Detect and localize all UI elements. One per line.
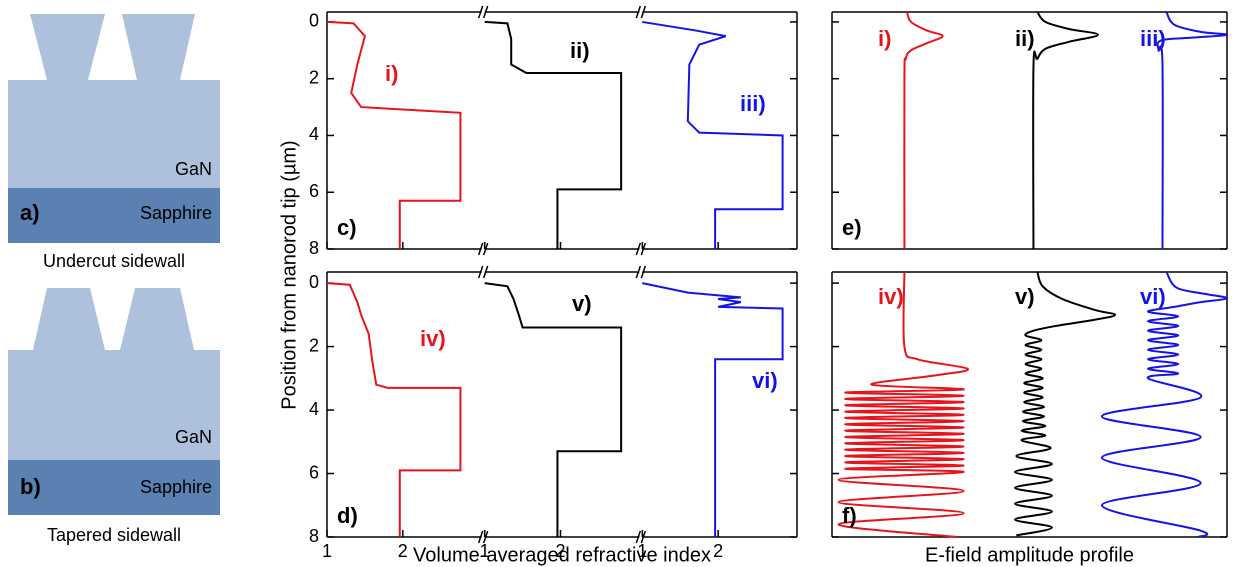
y-tick-label: 4 [309,124,319,144]
x-axis-label: Volume-averaged refractive index [413,544,711,566]
profile-line [1100,271,1229,538]
profile-line [484,282,623,537]
series-label: i) [385,61,398,86]
nanorod [33,288,105,350]
x-tick-label: 2 [713,541,723,561]
axis-break [482,242,489,256]
y-tick-label: 6 [309,181,319,201]
series-label: iv) [878,284,904,309]
panel-label: d) [337,503,358,528]
panel-label: f) [842,503,857,528]
axis-break [482,530,489,544]
axis-break [477,265,484,279]
axis-break [640,530,647,544]
y-tick-label: 2 [309,335,319,355]
series-label: vi) [752,368,778,393]
series-label: v) [1015,284,1035,309]
profile-line [1156,11,1229,250]
layer-label: GaN [175,159,212,179]
x-axis-label: E-field amplitude profile [925,544,1134,566]
axis-break [635,242,642,256]
gan-layer [8,350,220,460]
series-label: ii) [570,38,590,63]
series-label: iii) [740,91,766,116]
profile-line [1032,11,1099,250]
y-axis-label: Position from nanorod tip (µm) [278,140,300,409]
layer-label: GaN [175,427,212,447]
series-label: i) [878,26,891,51]
y-tick-label: 4 [309,399,319,419]
nanorod [120,288,194,350]
nanorod [30,14,105,80]
y-tick-label: 8 [309,238,319,258]
axis-break [640,242,647,256]
series-label: vi) [1140,284,1166,309]
x-tick-label: 1 [480,541,490,561]
panel-label: b) [20,474,41,499]
axis-break [640,5,647,19]
profile-line [903,11,944,250]
caption: Undercut sidewall [43,251,185,271]
profile-line [1014,271,1117,537]
profile-line [484,20,623,249]
axis-break [477,530,484,544]
x-tick-label: 1 [637,541,647,561]
axis-break [635,5,642,19]
y-tick-label: 6 [309,462,319,482]
series-label: iv) [420,326,446,351]
x-tick-label: 2 [555,541,565,561]
series-label: v) [572,291,592,316]
profile-line [642,282,784,537]
profile-line [326,282,462,537]
series-label: ii) [1015,26,1035,51]
panel-label: c) [337,215,357,240]
profile-line [837,271,969,538]
sapphire-layer [8,460,220,515]
axis-break [635,530,642,544]
schematic-a: GaN a) Sapphire Undercut sidewall [8,14,220,271]
profile-line [642,20,784,249]
axis-break [482,265,489,279]
layer-label: Sapphire [140,477,212,497]
series-label: iii) [1140,26,1166,51]
y-tick-label: 2 [309,67,319,87]
axis-break [477,5,484,19]
caption: Tapered sidewall [47,525,181,545]
x-tick-label: 2 [398,541,408,561]
panel-label: e) [842,215,862,240]
x-tick-label: 1 [322,541,332,561]
layer-label: Sapphire [140,203,212,223]
sapphire-layer [8,188,220,243]
profile-line [326,20,462,249]
y-tick-label: 0 [309,272,319,292]
gan-layer [8,80,220,188]
nanorod [122,14,195,80]
schematic-b: GaN b) Sapphire Tapered sidewall [8,288,220,545]
axis-break [477,242,484,256]
axis-break [482,5,489,19]
panel-label: a) [20,200,40,225]
axis-break [640,265,647,279]
y-tick-label: 0 [309,11,319,31]
axis-break [635,265,642,279]
y-tick-label: 8 [309,526,319,546]
